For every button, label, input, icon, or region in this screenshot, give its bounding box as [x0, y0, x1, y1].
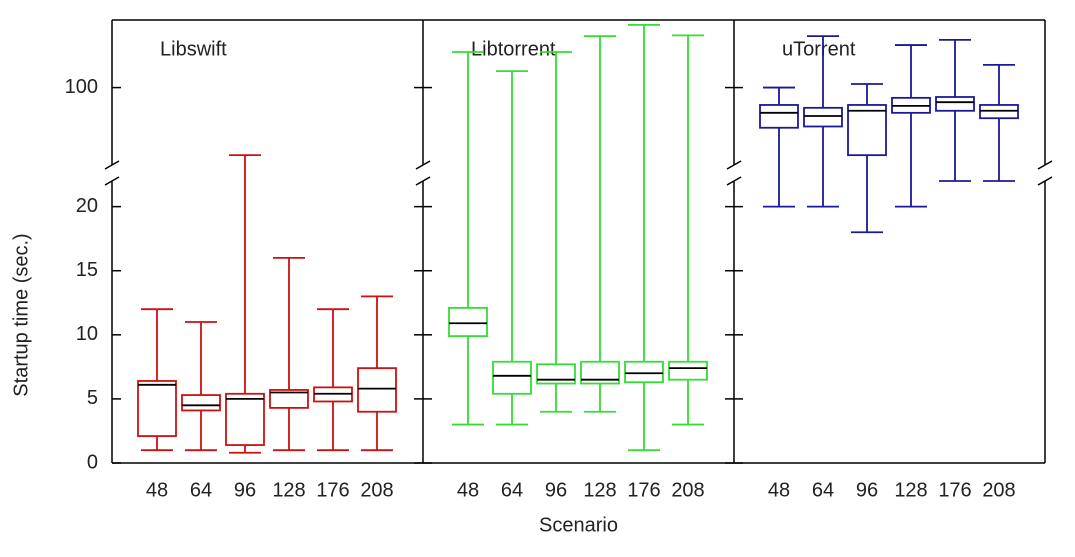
- break-mark: [415, 176, 431, 186]
- break-mark: [1037, 176, 1053, 186]
- box: [536, 363, 576, 385]
- y-tick-label: 15: [76, 259, 98, 281]
- x-tick-label: 176: [938, 479, 971, 501]
- box: [225, 392, 265, 446]
- box: [448, 306, 488, 337]
- box: [181, 394, 221, 412]
- box: [580, 360, 620, 385]
- y-tick-label: 100: [65, 76, 98, 98]
- break-mark: [104, 160, 120, 170]
- break-mark: [726, 176, 742, 186]
- y-tick-label: 20: [76, 195, 98, 217]
- box: [269, 389, 309, 409]
- y-axis-label: Startup time (sec.): [10, 233, 32, 396]
- x-tick-label: 48: [146, 479, 168, 501]
- break-mark: [104, 176, 120, 186]
- x-tick-label: 208: [671, 479, 704, 501]
- break-mark: [1037, 160, 1053, 170]
- x-tick-label: 128: [583, 479, 616, 501]
- box: [803, 106, 843, 128]
- x-tick-label: 208: [360, 479, 393, 501]
- x-tick-label: 64: [501, 479, 523, 501]
- box: [137, 380, 177, 437]
- x-tick-label: 128: [894, 479, 927, 501]
- break-mark: [726, 160, 742, 170]
- box: [492, 360, 532, 395]
- y-tick-label: 0: [87, 451, 98, 473]
- panel-title: uTorrent: [782, 38, 856, 60]
- y-tick-label: 5: [87, 387, 98, 409]
- break-mark: [415, 160, 431, 170]
- x-tick-label: 48: [768, 479, 790, 501]
- y-tick-label: 10: [76, 323, 98, 345]
- box: [357, 367, 397, 413]
- x-tick-label: 96: [856, 479, 878, 501]
- x-tick-label: 176: [316, 479, 349, 501]
- box: [759, 104, 799, 129]
- box: [935, 96, 975, 112]
- x-tick-label: 64: [190, 479, 212, 501]
- panel-title: Libtorrent: [471, 38, 556, 60]
- x-tick-label: 128: [272, 479, 305, 501]
- x-tick-label: 176: [627, 479, 660, 501]
- x-tick-label: 208: [982, 479, 1015, 501]
- box: [847, 104, 887, 157]
- x-axis-label: Scenario: [539, 514, 618, 536]
- x-tick-label: 96: [234, 479, 256, 501]
- box: [668, 360, 708, 381]
- x-tick-label: 48: [457, 479, 479, 501]
- x-tick-label: 64: [812, 479, 834, 501]
- box: [624, 360, 664, 384]
- panel-title: Libswift: [160, 38, 227, 60]
- x-tick-label: 96: [545, 479, 567, 501]
